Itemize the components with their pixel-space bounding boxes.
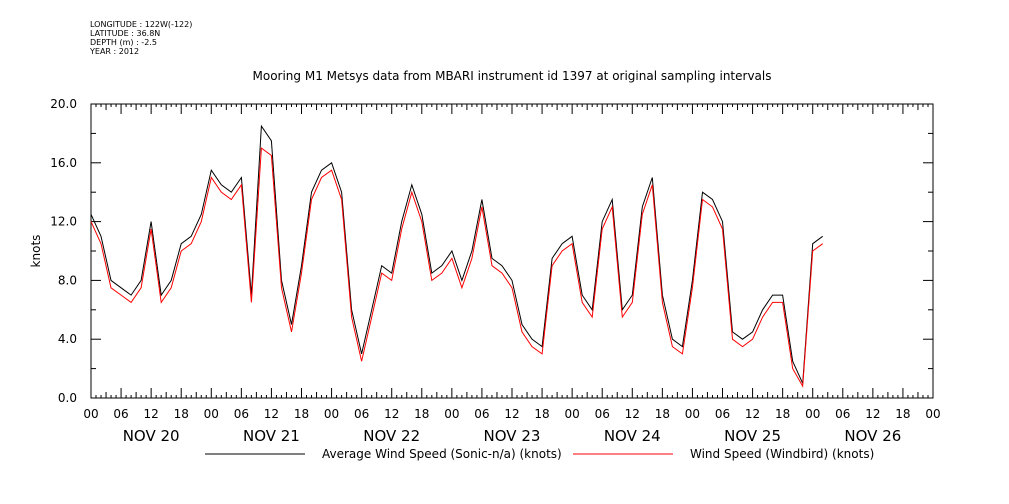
line-average-wind-speed xyxy=(90,124,823,384)
year-label: YEAR : 2012 xyxy=(90,47,140,56)
plot-frame xyxy=(90,103,934,399)
y-tick-labels: 0.0 4.0 8.0 12.0 16.0 20.0 xyxy=(50,97,77,405)
longitude-label: LONGITUDE : 122W(-122) xyxy=(90,20,193,29)
x-tick-label: 00 xyxy=(805,407,820,421)
x-tick-label: 06 xyxy=(234,407,249,421)
series-lines xyxy=(90,124,823,388)
legend: Average Wind Speed (Sonic-n/a) (knots) W… xyxy=(205,447,874,461)
legend-label-windbird: Wind Speed (Windbird) (knots) xyxy=(690,447,874,461)
x-tick-label: 12 xyxy=(504,407,519,421)
x-tick-label: 06 xyxy=(595,407,610,421)
x-tick-label: 00 xyxy=(925,407,940,421)
metadata-block: LONGITUDE : 122W(-122) LATITUDE : 36.8N … xyxy=(90,20,192,56)
line-windbird-wind-speed xyxy=(90,147,823,388)
x-day-label: NOV 22 xyxy=(363,427,420,445)
x-tick-label: 12 xyxy=(745,407,760,421)
legend-label-average: Average Wind Speed (Sonic-n/a) (knots) xyxy=(322,447,562,461)
x-tick-label: 00 xyxy=(83,407,98,421)
y-tick-label: 20.0 xyxy=(50,97,77,111)
y-axis-label: knots xyxy=(29,235,43,268)
x-tick-label: 18 xyxy=(174,407,189,421)
x-tick-label: 06 xyxy=(835,407,850,421)
y-tick-label: 4.0 xyxy=(58,332,77,346)
depth-label: DEPTH (m) : -2.5 xyxy=(90,38,157,47)
x-day-label: NOV 20 xyxy=(123,427,180,445)
x-day-label: NOV 25 xyxy=(724,427,781,445)
x-tick-label: 18 xyxy=(655,407,670,421)
x-tick-label: 18 xyxy=(895,407,910,421)
x-tick-label: 06 xyxy=(715,407,730,421)
x-day-labels: NOV 20 NOV 21 NOV 22 NOV 23 NOV 24 NOV 25 NOV … xyxy=(123,427,902,445)
x-day-label: NOV 23 xyxy=(484,427,541,445)
x-tick-label: 06 xyxy=(474,407,489,421)
chart-title: Mooring M1 Metsys data from MBARI instru… xyxy=(253,69,772,83)
x-day-label: NOV 21 xyxy=(243,427,300,445)
x-tick-label: 18 xyxy=(294,407,309,421)
x-tick-label: 00 xyxy=(685,407,700,421)
x-tick-label: 12 xyxy=(865,407,880,421)
x-day-label: NOV 26 xyxy=(844,427,901,445)
x-tick-label: 12 xyxy=(625,407,640,421)
y-tick-label: 8.0 xyxy=(58,273,77,287)
x-tick-label: 18 xyxy=(775,407,790,421)
x-tick-label: 00 xyxy=(565,407,580,421)
y-tick-label: 0.0 xyxy=(58,391,77,405)
x-tick-label: 00 xyxy=(324,407,339,421)
x-tick-label: 12 xyxy=(144,407,159,421)
axis-ticks xyxy=(90,103,934,399)
x-tick-label: 00 xyxy=(204,407,219,421)
x-tick-label: 18 xyxy=(534,407,549,421)
y-tick-label: 12.0 xyxy=(50,215,77,229)
x-tick-label: 12 xyxy=(384,407,399,421)
y-tick-label: 16.0 xyxy=(50,156,77,170)
x-tick-label: 18 xyxy=(414,407,429,421)
x-tick-label: 06 xyxy=(354,407,369,421)
x-tick-labels: 00 06 12 18 00 06 12 18 00 06 12 18 00 06 12 18 00 06 12 18… xyxy=(83,407,940,421)
x-tick-label: 06 xyxy=(113,407,128,421)
latitude-label: LATITUDE : 36.8N xyxy=(90,29,161,38)
x-tick-label: 12 xyxy=(264,407,279,421)
x-day-label: NOV 24 xyxy=(604,427,661,445)
x-tick-label: 00 xyxy=(444,407,459,421)
